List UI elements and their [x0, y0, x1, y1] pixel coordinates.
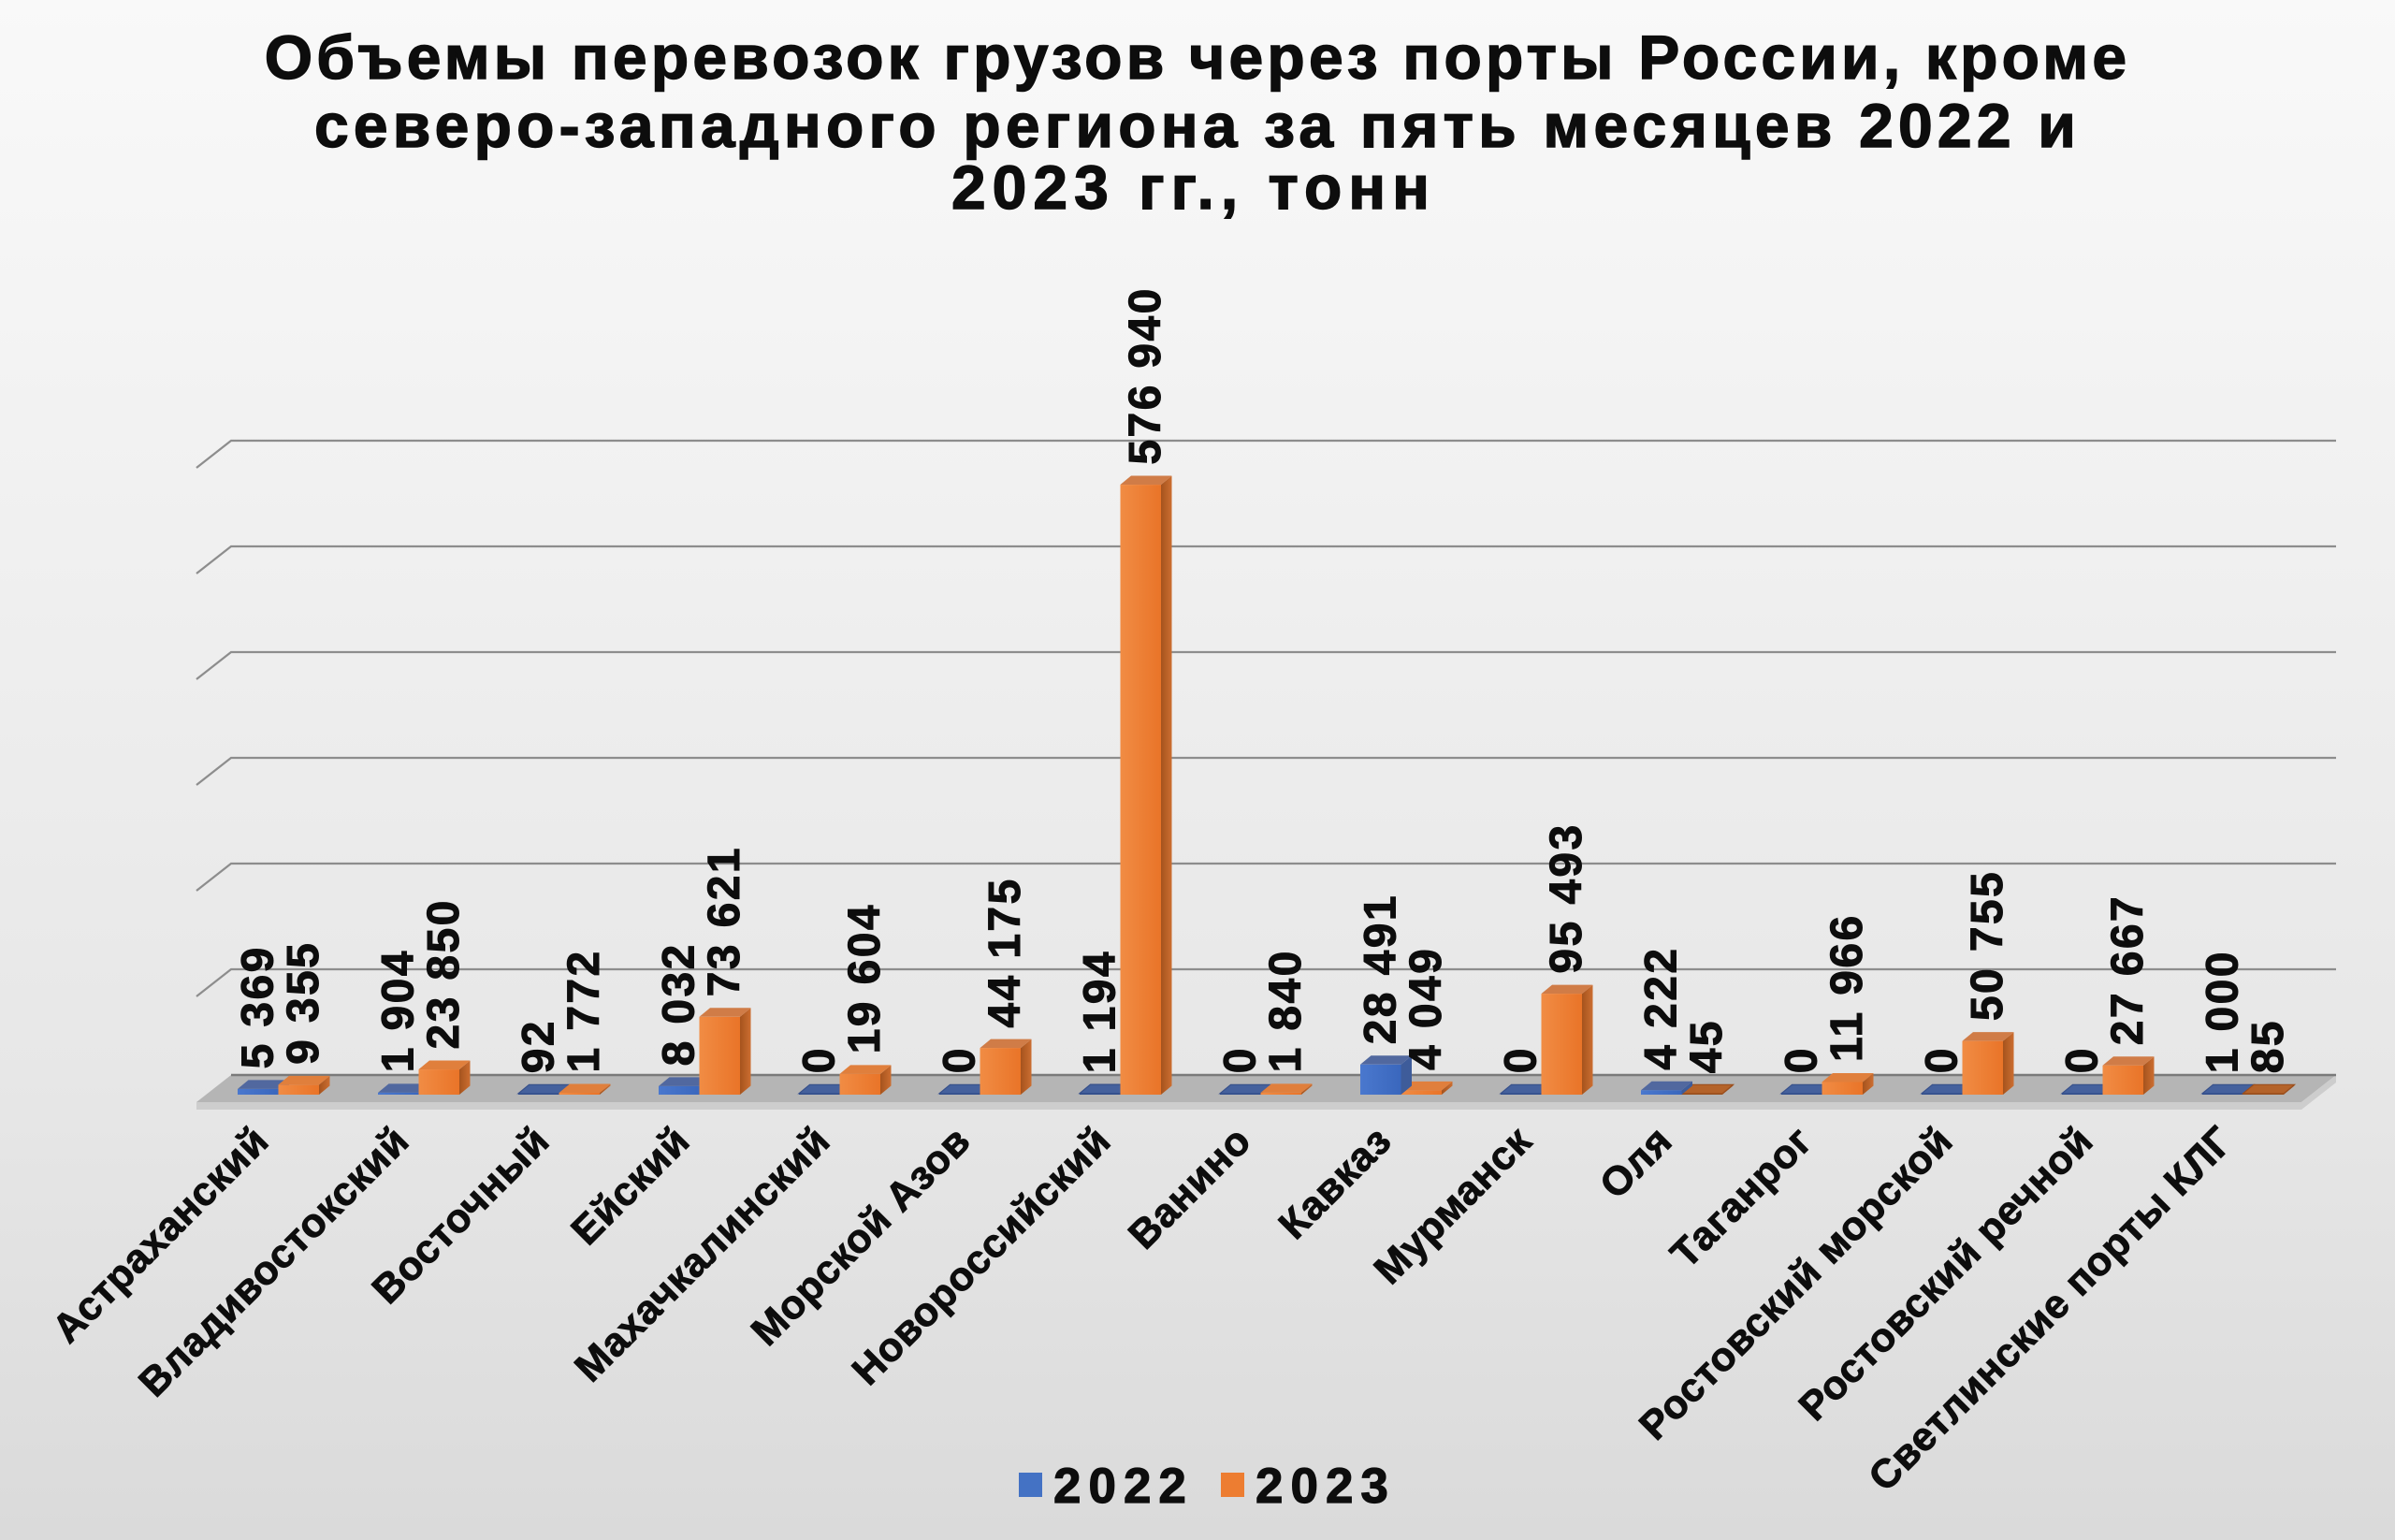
- svg-text:0: 0: [795, 1046, 845, 1073]
- svg-text:0: 0: [936, 1046, 985, 1073]
- svg-text:85: 85: [2243, 1019, 2293, 1073]
- svg-text:1 904: 1 904: [374, 949, 424, 1072]
- svg-text:92: 92: [515, 1019, 564, 1073]
- svg-text:0: 0: [1497, 1046, 1546, 1073]
- svg-text:4 049: 4 049: [1401, 947, 1451, 1070]
- svg-text:11 966: 11 966: [1822, 913, 1872, 1062]
- svg-text:73 621: 73 621: [700, 846, 749, 996]
- svg-text:1 194: 1 194: [1076, 950, 1125, 1073]
- svg-text:1 840: 1 840: [1261, 949, 1311, 1072]
- svg-text:2022: 2022: [1053, 1459, 1194, 1514]
- svg-text:2023 гг., тонн: 2023 гг., тонн: [951, 153, 1436, 222]
- svg-text:5 369: 5 369: [234, 945, 283, 1068]
- svg-text:0: 0: [2058, 1046, 2108, 1073]
- svg-text:0: 0: [1918, 1046, 1967, 1073]
- svg-text:576 940: 576 940: [1121, 286, 1170, 464]
- svg-text:28 491: 28 491: [1357, 893, 1406, 1044]
- svg-text:27 667: 27 667: [2103, 894, 2153, 1045]
- svg-text:0: 0: [1216, 1046, 1266, 1073]
- svg-text:44 175: 44 175: [980, 877, 1030, 1027]
- svg-text:0: 0: [1778, 1046, 1827, 1073]
- svg-text:4 222: 4 222: [1637, 947, 1687, 1070]
- svg-text:1 000: 1 000: [2199, 950, 2248, 1073]
- svg-text:Объемы перевозок грузов через: Объемы перевозок грузов через порты Росс…: [265, 22, 2130, 92]
- svg-text:1 772: 1 772: [559, 949, 609, 1072]
- svg-text:2023: 2023: [1256, 1459, 1396, 1514]
- svg-text:9 355: 9 355: [279, 941, 328, 1065]
- svg-text:45: 45: [1682, 1019, 1732, 1073]
- svg-text:95 493: 95 493: [1542, 822, 1591, 973]
- svg-text:19 604: 19 604: [840, 903, 890, 1053]
- svg-text:северо-западного региона за пя: северо-западного региона за пять месяцев…: [314, 91, 2081, 160]
- svg-text:50 755: 50 755: [1963, 870, 2012, 1021]
- svg-text:8 032: 8 032: [655, 942, 704, 1066]
- svg-text:23 850: 23 850: [419, 898, 469, 1049]
